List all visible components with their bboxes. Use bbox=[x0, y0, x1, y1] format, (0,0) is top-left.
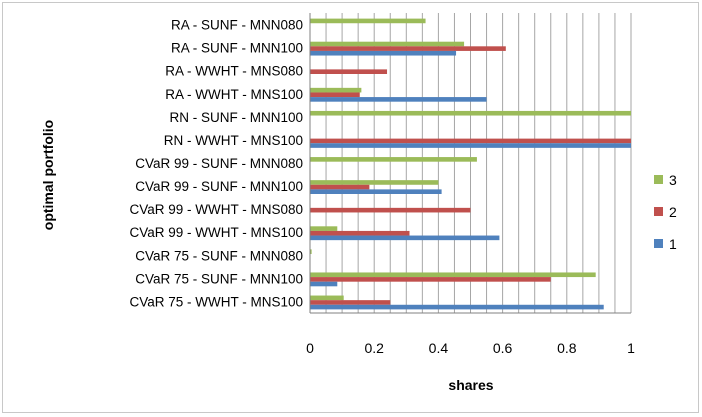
bar-series-2 bbox=[310, 138, 631, 144]
bar-series-3 bbox=[310, 272, 596, 278]
bar-series-2 bbox=[310, 277, 551, 282]
axes bbox=[309, 13, 631, 314]
x-tick-labels: 0 0.2 0.4 0.6 0.8 1 bbox=[306, 340, 635, 356]
bar-series-1 bbox=[310, 97, 487, 102]
bar-series-3 bbox=[310, 295, 344, 301]
x-tick-label: 0.8 bbox=[557, 340, 577, 356]
x-tick-label: 0.4 bbox=[429, 340, 449, 356]
category-label: RN - SUNF - MNN100 bbox=[169, 110, 303, 125]
bar-series-3 bbox=[310, 157, 477, 162]
legend: 3 2 1 bbox=[654, 172, 677, 252]
legend-swatch bbox=[654, 239, 663, 248]
category-label: CVaR 99 - WWHT - MNS100 bbox=[129, 225, 303, 240]
category-label: RA - WWHT - MNS080 bbox=[165, 64, 303, 79]
chart-frame: RA - SUNF - MNN080 RA - SUNF - MNN100 RA -… bbox=[2, 2, 699, 413]
bar-series-3 bbox=[310, 18, 426, 24]
x-tick-label: 0.2 bbox=[364, 340, 384, 356]
legend-swatch bbox=[654, 207, 663, 216]
category-label: CVaR 75 - WWHT - MNS100 bbox=[129, 294, 303, 309]
bar-series-1 bbox=[310, 281, 338, 287]
bar-series-2 bbox=[310, 46, 506, 51]
bar-series-3 bbox=[310, 110, 631, 116]
gridlines bbox=[325, 13, 632, 313]
bars bbox=[310, 18, 631, 310]
bar-series-3 bbox=[310, 249, 312, 254]
x-tick-label: 0 bbox=[306, 340, 314, 356]
category-label: RA - SUNF - MNN100 bbox=[171, 41, 303, 56]
category-label: RN - WWHT - MNS100 bbox=[164, 133, 303, 148]
bar-series-3 bbox=[310, 180, 439, 185]
legend-label: 2 bbox=[669, 204, 677, 220]
bar-series-3 bbox=[310, 226, 338, 231]
bar-series-3 bbox=[310, 87, 362, 93]
legend-label: 3 bbox=[669, 172, 677, 188]
x-axis-title: shares bbox=[448, 377, 493, 393]
x-tick-label: 0.6 bbox=[493, 340, 513, 356]
bar-series-2 bbox=[310, 69, 388, 74]
bar-series-1 bbox=[310, 235, 500, 241]
bar-series-1 bbox=[310, 143, 631, 148]
bar-series-2 bbox=[310, 92, 360, 98]
bar-series-1 bbox=[310, 50, 457, 56]
bar-chart: RA - SUNF - MNN080 RA - SUNF - MNN100 RA -… bbox=[40, 13, 677, 393]
category-label: CVaR 99 - WWHT - MNS080 bbox=[129, 202, 303, 217]
category-label: RA - SUNF - MNN080 bbox=[171, 18, 303, 33]
category-label: CVaR 99 - SUNF - MNN100 bbox=[135, 179, 303, 194]
y-axis-title: optimal portfolio bbox=[40, 120, 56, 230]
legend-swatch bbox=[654, 175, 663, 184]
x-tick-label: 1 bbox=[627, 340, 635, 356]
bar-series-2 bbox=[310, 230, 410, 236]
bar-series-2 bbox=[310, 300, 391, 305]
bar-series-1 bbox=[310, 189, 442, 194]
bar-series-2 bbox=[310, 207, 471, 213]
category-label: CVaR 75 - SUNF - MNN100 bbox=[135, 271, 303, 286]
legend-label: 1 bbox=[669, 236, 677, 252]
category-label: CVaR 99 - SUNF - MNN080 bbox=[135, 156, 303, 171]
category-labels: RA - SUNF - MNN080 RA - SUNF - MNN100 RA -… bbox=[129, 18, 303, 310]
category-label: CVaR 75 - SUNF - MNN080 bbox=[135, 248, 303, 263]
category-label: RA - WWHT - MNS100 bbox=[165, 87, 303, 102]
bar-series-2 bbox=[310, 184, 370, 190]
bar-series-1 bbox=[310, 304, 604, 310]
bar-series-3 bbox=[310, 41, 465, 47]
